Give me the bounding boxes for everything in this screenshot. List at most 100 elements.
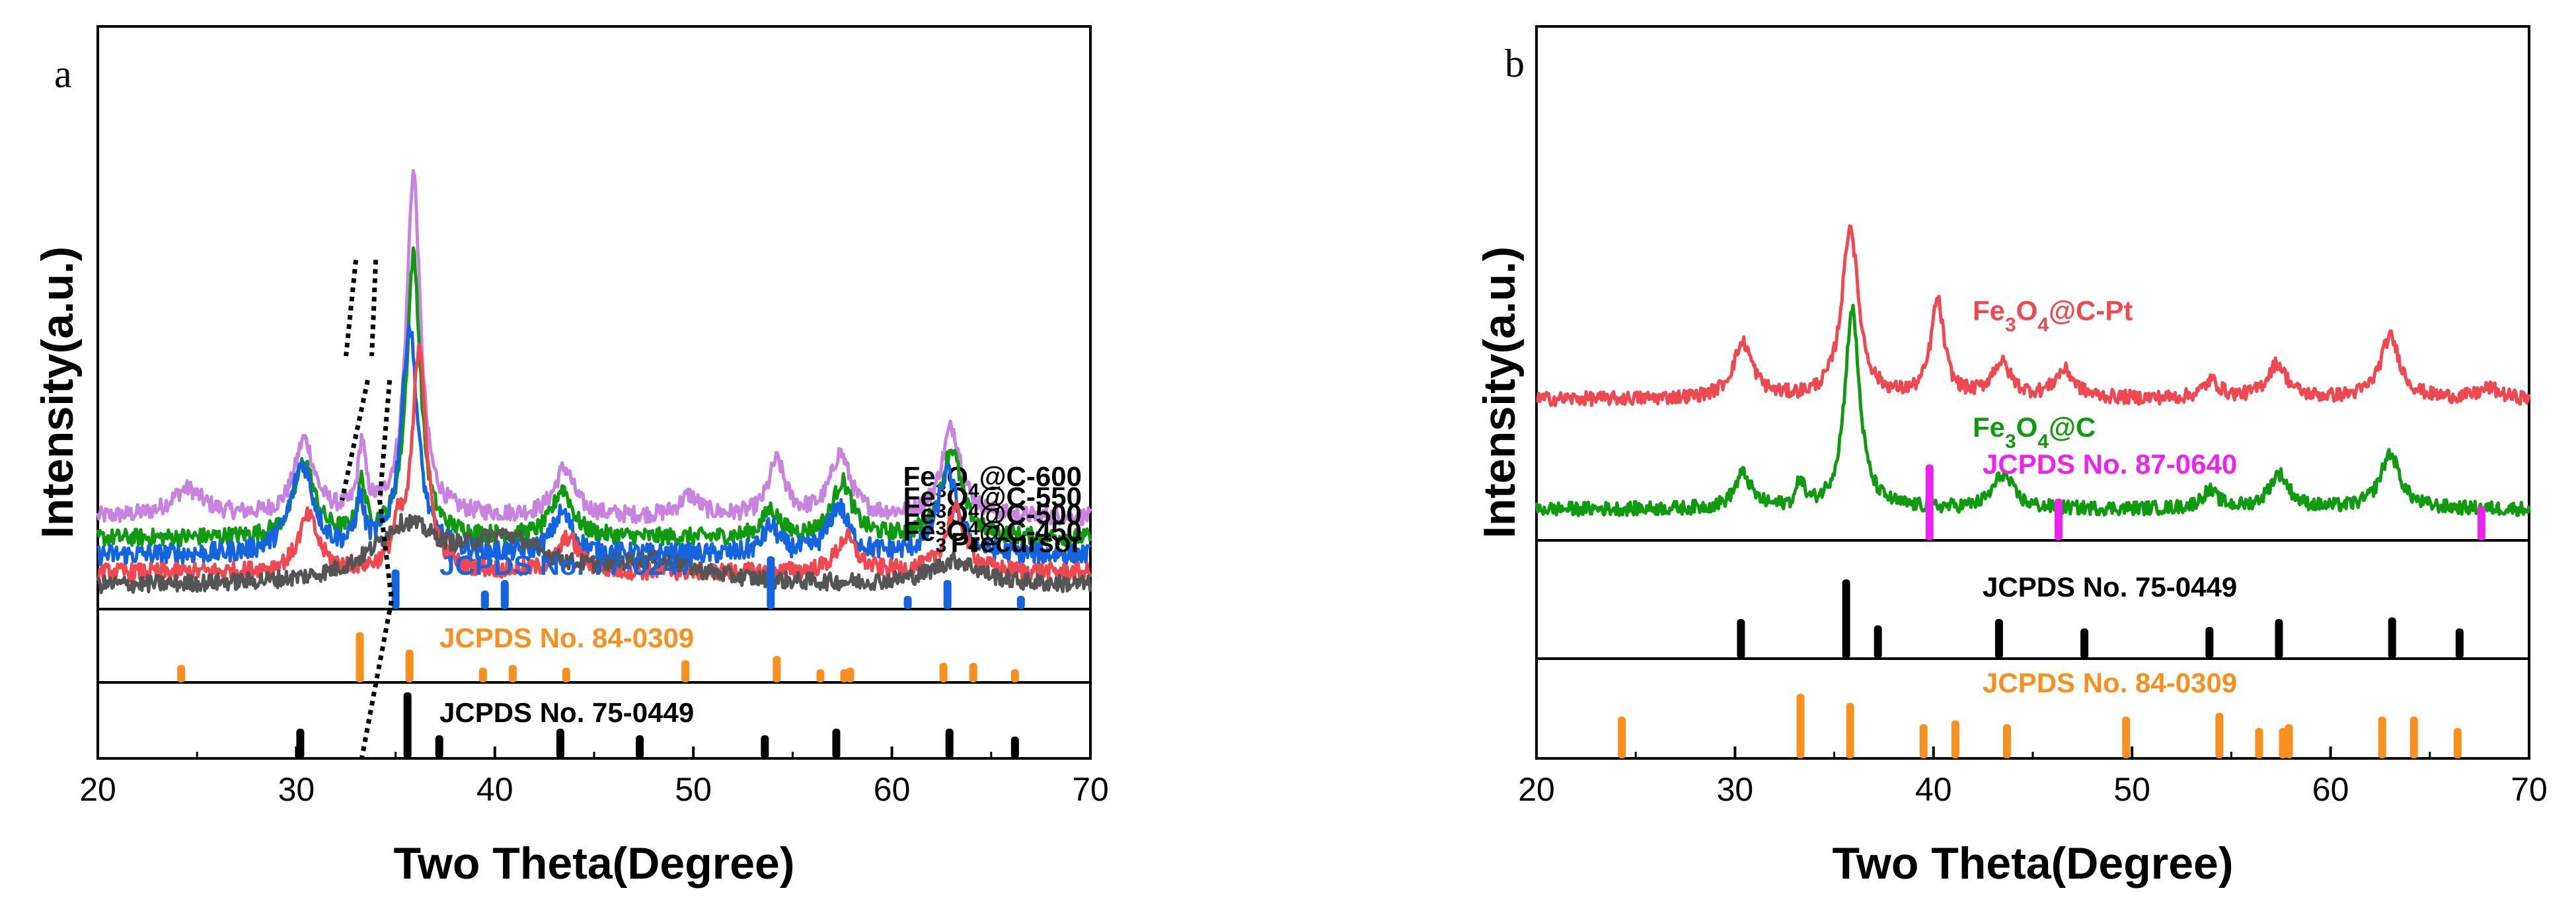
trace-fe3o4-c-550: Fe3O4@C-550 <box>96 246 1092 548</box>
panel-a: a Intensity(a.u.) Two Theta(Degree) 20 30… <box>32 25 1109 889</box>
reference-stick <box>2122 716 2131 758</box>
reference-stick <box>435 735 443 758</box>
trace-label-part: Fe <box>903 516 936 547</box>
reference-stick <box>2055 498 2063 540</box>
reference-stick <box>2453 728 2462 758</box>
reference-stick <box>478 667 487 682</box>
reference-stick <box>2255 728 2263 758</box>
reference-label: JCPDS No. 75-0449 <box>439 697 694 728</box>
trace-label-part: @C-550 <box>979 482 1082 513</box>
panel-a-y-axis-title: Intensity(a.u.) <box>32 246 83 538</box>
reference-stick <box>1737 619 1745 659</box>
trace-fe3o4-c: Fe3O4@C <box>1534 303 2531 517</box>
trace-line <box>96 168 1092 527</box>
reference-stick <box>773 656 781 682</box>
x-tick-label: 70 <box>2511 771 2548 808</box>
x-tick-label: 50 <box>2113 771 2150 808</box>
reference-stick <box>846 667 854 682</box>
reference-stick <box>1010 669 1019 682</box>
reference-stick <box>1874 625 1882 659</box>
reference-stick <box>1919 724 1928 758</box>
reference-stick <box>2388 617 2396 659</box>
reference-pattern-2: JCPDS No. 84-0309 <box>1536 667 2529 760</box>
trace-label-part: O <box>2016 295 2038 326</box>
trace-label-part: Fe <box>903 499 936 530</box>
reference-stick <box>2409 716 2418 758</box>
panel-a-traces: Fe3O4@C-600Fe3O4@C-550Fe3O4@C-500Fe3O4@C… <box>96 168 1092 595</box>
reference-stick <box>945 729 954 758</box>
reference-stick <box>562 667 570 682</box>
trace-label-part: @C-500 <box>979 499 1082 530</box>
reference-stick <box>403 692 412 758</box>
panel-a-guide-lines <box>340 260 395 759</box>
trace-label-part: 3 <box>2005 314 2016 336</box>
reference-stick <box>1796 694 1805 758</box>
trace-label-part: 4 <box>2037 430 2049 452</box>
trace-precursor: Precursor <box>96 513 1092 595</box>
reference-pattern-1: JCPDS No. 75-0449 <box>1536 571 2529 660</box>
trace-label-part: Fe <box>903 460 936 492</box>
trace-label-part: Precursor <box>951 527 1082 558</box>
panel-a-reference-patterns: JCPDS No. 77-0247 JCPDS No. 84-0309 JCPDS … <box>98 550 1090 760</box>
reference-stick <box>405 649 414 682</box>
reference-stick <box>1846 703 1854 758</box>
trace-label-part: 3 <box>936 534 947 556</box>
reference-stick <box>508 665 517 682</box>
trace-label-part: O <box>2016 412 2038 443</box>
reference-stick <box>1994 619 2003 659</box>
trace-line <box>96 323 1092 566</box>
reference-stick <box>2378 716 2386 758</box>
trace-line <box>96 246 1092 548</box>
reference-stick <box>1925 464 1934 540</box>
trace-label-part: 3 <box>2005 430 2016 452</box>
trace-label-part: 3 <box>936 517 947 539</box>
reference-stick <box>761 735 769 758</box>
x-tick-label: 20 <box>1518 771 1555 808</box>
reference-stick <box>767 556 775 609</box>
trace-label-part: 4 <box>968 480 979 501</box>
reference-stick <box>840 669 849 682</box>
reference-pattern-2: JCPDS No. 75-0449 <box>98 692 1090 760</box>
panel-b-letter: b <box>1505 42 1525 85</box>
guide-dotted-line <box>344 260 358 357</box>
trace-fe3o4-c-pt: Fe3O4@C-Pt <box>1536 224 2531 408</box>
reference-stick <box>1010 737 1019 758</box>
reference-stick <box>816 669 825 682</box>
panel-b-x-axis-title: Two Theta(Degree) <box>1832 838 2233 889</box>
reference-stick <box>1618 716 1626 758</box>
panel-a-x-ticks: 20 30 40 50 60 70 <box>79 747 1109 808</box>
x-tick-label: 20 <box>79 771 116 808</box>
reference-stick <box>1842 579 1850 659</box>
trace-line <box>96 513 1092 595</box>
reference-stick <box>2002 724 2011 758</box>
x-tick-label: 60 <box>874 771 911 808</box>
reference-stick <box>500 580 509 609</box>
reference-stick <box>177 665 186 682</box>
x-tick-label: 30 <box>278 771 315 808</box>
reference-stick <box>636 735 644 758</box>
trace-label-part: 4 <box>968 534 979 556</box>
reference-label: JCPDS No. 87-0640 <box>1983 449 2237 480</box>
reference-pattern-0: JCPDS No. 87-0640 <box>1536 449 2529 542</box>
trace-label-part: Fe <box>903 482 936 513</box>
trace-label-part: @C-600 <box>979 460 1082 492</box>
guide-dotted-line <box>369 260 379 357</box>
reference-label: JCPDS No. 77-0247 <box>439 550 694 581</box>
reference-stick <box>969 663 977 682</box>
reference-stick <box>480 591 489 609</box>
reference-label: JCPDS No. 84-0309 <box>1983 667 2237 698</box>
reference-stick <box>939 663 948 682</box>
reference-stick <box>356 632 364 682</box>
panel-a-letter: a <box>54 52 72 96</box>
trace-label: Precursor <box>951 527 1082 558</box>
reference-stick <box>2279 728 2287 758</box>
reference-stick <box>391 569 400 609</box>
reference-stick <box>296 729 305 758</box>
reference-stick <box>2215 713 2224 758</box>
reference-stick <box>556 729 564 758</box>
trace-label-part: @C <box>2049 412 2096 443</box>
reference-stick <box>2080 628 2089 659</box>
reference-pattern-1: JCPDS No. 84-0309 <box>98 622 1090 684</box>
x-tick-label: 40 <box>476 771 513 808</box>
